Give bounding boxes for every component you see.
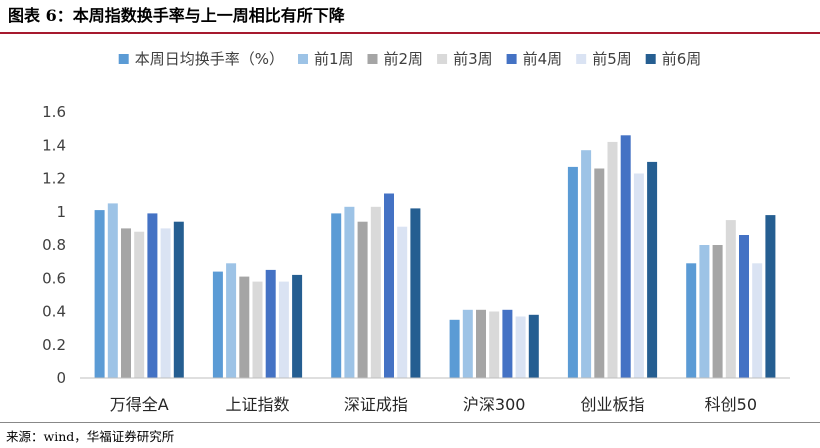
legend-swatch — [506, 54, 517, 64]
y-tick-label: 1.4 — [42, 136, 66, 154]
x-axis-ticks: 万得全A 上证指数 深证成指 沪深300 创业板指 科创50 — [110, 395, 757, 414]
legend-label: 前2周 — [384, 50, 424, 68]
bar — [357, 221, 368, 378]
chart-title: 图表 6：本周指数换手率与上一周相比有所下降 — [8, 6, 345, 25]
legend-label: 前5周 — [592, 50, 632, 68]
bar — [344, 206, 355, 378]
legend-label: 前4周 — [523, 50, 563, 68]
legend-swatch — [437, 54, 448, 64]
bar — [331, 213, 342, 378]
bar — [528, 314, 539, 378]
legend-swatch — [576, 54, 587, 64]
bar — [107, 203, 118, 378]
y-tick-label: 0.6 — [42, 269, 66, 287]
bar — [594, 168, 605, 378]
bar — [502, 309, 513, 378]
bar — [462, 309, 473, 378]
bar — [752, 263, 763, 378]
legend-label: 前6周 — [662, 50, 702, 68]
bar — [489, 311, 500, 378]
bar — [278, 281, 289, 378]
y-tick-label: 1.2 — [42, 170, 66, 188]
bar — [160, 228, 171, 378]
bar — [384, 193, 394, 378]
bar — [226, 263, 237, 378]
y-tick-label: 0.4 — [42, 303, 66, 321]
bar — [370, 206, 381, 378]
bar — [397, 226, 408, 378]
chart-legend: 本周日均换手率（%） 前1周 前2周 前3周 前4周 前5周 前6周 — [118, 50, 702, 68]
bar — [725, 220, 736, 378]
y-axis-ticks: 0 0.2 0.4 0.6 0.8 1 1.2 1.4 1.6 — [42, 103, 66, 387]
x-tick-label: 万得全A — [110, 395, 169, 414]
legend-swatch — [645, 54, 656, 64]
y-tick-label: 0.2 — [42, 336, 66, 354]
bar — [699, 245, 710, 378]
bar — [212, 271, 223, 378]
bar — [686, 263, 697, 378]
y-tick-label: 1.6 — [42, 103, 66, 121]
bar — [620, 135, 631, 378]
bar — [567, 166, 578, 378]
legend-label: 前3周 — [453, 50, 493, 68]
y-tick-label: 1 — [56, 203, 66, 221]
x-tick-label: 深证成指 — [344, 395, 408, 414]
y-tick-label: 0.8 — [42, 236, 66, 254]
bar — [134, 231, 145, 378]
bar — [173, 221, 184, 378]
x-tick-label: 科创50 — [705, 395, 757, 414]
title-rule — [0, 32, 820, 34]
bar — [410, 208, 421, 378]
source-rule — [0, 422, 820, 423]
legend-swatch — [367, 54, 378, 64]
x-tick-label: 沪深300 — [463, 395, 526, 414]
bar — [581, 150, 592, 378]
legend-swatch — [118, 54, 129, 64]
bar — [94, 210, 105, 378]
bar — [265, 269, 276, 378]
bar — [239, 276, 250, 378]
legend-swatch — [298, 54, 308, 64]
bar — [739, 235, 749, 378]
legend-label: 本周日均换手率（%） — [135, 50, 284, 68]
y-tick-label: 0 — [56, 369, 66, 387]
legend-label: 前1周 — [314, 50, 354, 68]
bar — [712, 245, 723, 378]
bar-series — [94, 135, 776, 378]
bar — [121, 228, 131, 378]
bar — [476, 309, 486, 378]
bar — [252, 281, 263, 378]
bar — [765, 215, 776, 378]
bar — [515, 316, 526, 378]
bar — [292, 274, 303, 378]
bar — [607, 141, 618, 378]
bar — [633, 173, 644, 378]
bar-chart: 本周日均换手率（%） 前1周 前2周 前3周 前4周 前5周 前6周 00.20.40.60… — [42, 50, 790, 414]
x-tick-label: 创业板指 — [580, 395, 644, 414]
bar — [147, 213, 158, 378]
source-note: 来源：wind，华福证券研究所 — [6, 429, 175, 444]
bar — [647, 161, 658, 378]
x-tick-label: 上证指数 — [225, 395, 289, 414]
bar — [449, 319, 460, 378]
